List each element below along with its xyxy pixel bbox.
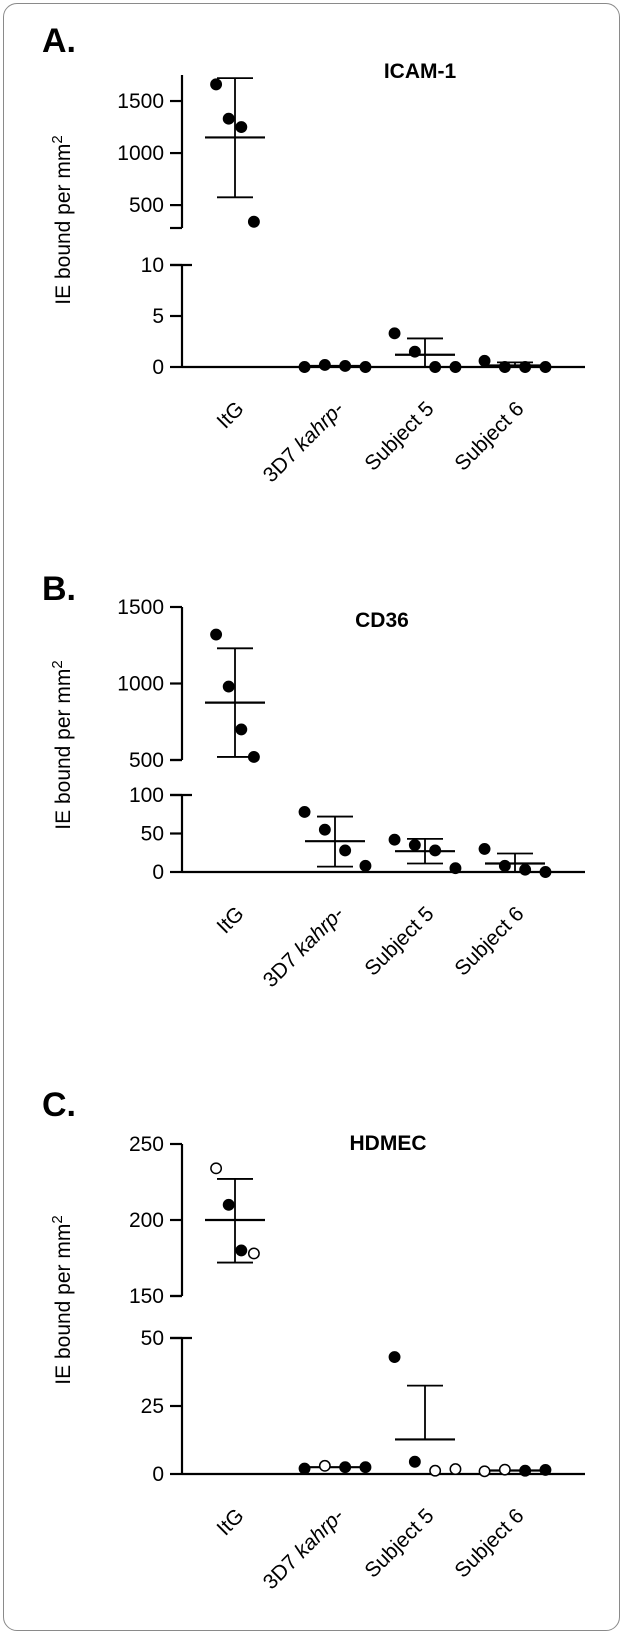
data-point [388,1351,401,1363]
data-point [408,1455,421,1468]
data-point [449,862,462,875]
x-category-label: Subject 6 [450,902,528,980]
data-point [498,859,511,872]
y-tick-label: 500 [129,749,164,772]
data-point [318,1459,331,1472]
data-point [539,361,552,373]
data-point [339,844,352,857]
y-tick-label: 1000 [117,673,164,696]
data-point [235,1244,248,1257]
figure-frame [3,3,620,1631]
data-point [519,863,532,876]
y-axis-label: IE bound per mm2 [49,660,75,829]
x-category-label: Subject 6 [450,397,528,475]
data-point [498,1463,511,1476]
data-point [222,1198,235,1211]
y-tick-label: 1500 [117,90,164,113]
y-tick-label: 50 [141,823,164,846]
data-point [235,121,248,133]
panel-title: HDMEC [350,1132,427,1155]
panel-letter: B. [42,570,76,608]
data-point [498,361,511,373]
data-point [339,1461,352,1474]
y-tick-label: 1500 [117,596,164,619]
data-point [235,723,248,736]
data-point [210,628,223,641]
x-category-label: Subject 6 [450,1504,528,1582]
data-point [429,1464,442,1477]
y-tick-label: 0 [152,861,164,884]
data-point [388,833,401,846]
panel-title: CD36 [355,609,409,632]
y-tick-label: 50 [141,1327,164,1350]
y-tick-label: 5 [152,305,164,328]
data-point [539,866,552,878]
panel-1: A. ICAM-1 IE bound per mm2 500 1000 1500 0 5 10 I… [42,22,585,487]
data-point [519,1464,532,1477]
panel-title: ICAM-1 [384,60,457,83]
x-category-label: 3D7 kahrp- [259,902,349,992]
data-point [210,1162,223,1175]
panel-letter: A. [42,22,76,60]
data-point [539,1463,552,1476]
x-category-label: Subject 5 [360,1504,438,1582]
x-category-label: Subject 5 [360,902,438,980]
data-point [478,842,491,855]
x-category-label: Subject 5 [360,397,438,475]
data-point [247,215,260,228]
data-point [318,823,331,836]
data-point [429,844,442,857]
y-axis-label: IE bound per mm2 [49,135,75,304]
x-category-label: 3D7 kahrp- [259,397,349,487]
y-tick-label: 25 [141,1395,164,1418]
data-point [339,360,352,372]
data-point [449,1463,462,1476]
panel-3: C. HDMEC IE bound per mm2 150 200 250 0 25 50 ItG… [42,1086,585,1594]
data-point [478,1465,491,1478]
data-point [298,805,311,818]
y-tick-label: 10 [141,254,164,277]
data-point [478,354,491,367]
data-point [247,750,260,763]
data-point [359,361,372,373]
y-axis-label: IE bound per mm2 [49,1215,75,1384]
panel-2: B. CD36 IE bound per mm2 500 1000 1500 0 50 100 I… [42,570,585,992]
data-point [318,359,331,371]
data-point [222,112,235,125]
x-category-label: ItG [212,1504,248,1540]
y-tick-label: 0 [152,1463,164,1486]
data-point [359,1461,372,1474]
panel-letter: C. [42,1086,76,1124]
x-category-label: ItG [212,902,248,938]
data-point [408,345,421,358]
data-point [449,361,462,373]
data-point [408,839,421,851]
y-tick-label: 1000 [117,142,164,165]
y-tick-label: 250 [129,1133,164,1156]
data-point [222,680,235,693]
y-tick-label: 500 [129,194,164,217]
x-category-label: ItG [212,397,248,433]
data-point [247,1247,260,1260]
data-point [298,361,311,373]
y-tick-label: 100 [129,784,164,807]
x-category-label: 3D7 kahrp- [259,1504,349,1594]
data-point [429,361,442,373]
y-tick-label: 150 [129,1285,164,1308]
y-tick-label: 0 [152,356,164,379]
data-point [388,327,401,340]
y-tick-label: 200 [129,1209,164,1232]
data-point [359,859,372,872]
data-point [298,1462,311,1475]
data-point [210,78,223,91]
data-point [519,361,532,373]
